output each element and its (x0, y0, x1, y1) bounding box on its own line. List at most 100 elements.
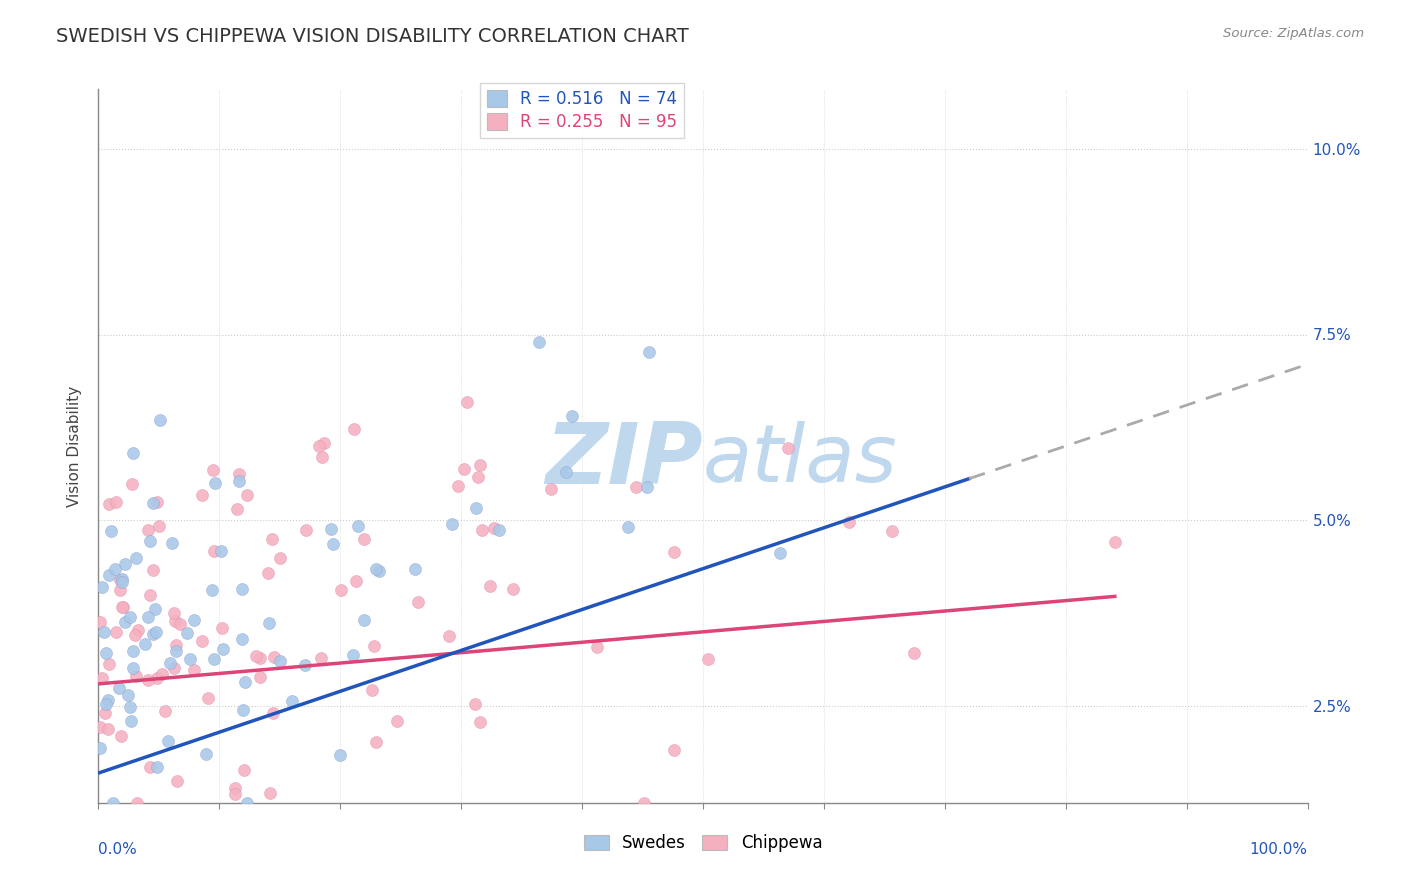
Point (118, 610, 141, 624)
Point (231, 582, 253, 596)
Point (166, 774, 188, 789)
Point (470, 458, 492, 473)
Point (294, 657, 316, 672)
Point (447, 479, 470, 493)
Point (146, 494, 169, 508)
Point (309, 651, 332, 665)
Point (344, 574, 367, 588)
Point (260, 532, 283, 546)
Point (165, 644, 187, 658)
Point (353, 532, 375, 546)
Point (209, 544, 232, 558)
Point (160, 536, 183, 550)
Point (165, 614, 187, 628)
Point (225, 501, 247, 516)
Point (153, 704, 176, 718)
Point (308, 439, 330, 453)
Point (110, 729, 132, 743)
Point (363, 640, 385, 654)
Point (224, 780, 246, 795)
Point (228, 474, 250, 488)
Point (163, 607, 186, 621)
Point (585, 640, 607, 655)
Point (159, 656, 181, 670)
Point (281, 694, 304, 708)
Point (105, 495, 128, 509)
Point (540, 482, 562, 496)
Point (262, 706, 284, 720)
Point (353, 613, 375, 627)
Point (467, 470, 489, 484)
Point (488, 523, 510, 537)
Point (202, 544, 225, 558)
Point (127, 796, 149, 810)
Point (561, 409, 583, 423)
Point (136, 609, 159, 624)
Point (105, 624, 128, 639)
Point (108, 582, 131, 597)
Point (97, 723, 120, 737)
Text: SWEDISH VS CHIPPEWA VISION DISABILITY CORRELATION CHART: SWEDISH VS CHIPPEWA VISION DISABILITY CO… (56, 27, 689, 45)
Point (439, 629, 461, 643)
Point (139, 533, 162, 548)
Point (98, 657, 121, 672)
Point (145, 671, 167, 685)
Point (122, 661, 145, 675)
Point (89, 615, 111, 629)
Point (165, 638, 187, 652)
Point (125, 669, 148, 683)
Point (122, 446, 145, 460)
Point (108, 681, 131, 696)
Point (228, 467, 250, 481)
Point (156, 734, 179, 748)
Point (263, 650, 285, 665)
Point (117, 688, 139, 702)
Point (769, 546, 792, 560)
Point (838, 515, 860, 529)
Point (176, 626, 198, 640)
Point (150, 667, 173, 681)
Point (319, 522, 342, 536)
Legend: Swedes, Chippewa: Swedes, Chippewa (576, 828, 830, 859)
Point (146, 759, 169, 773)
Point (232, 703, 254, 717)
Point (141, 495, 163, 509)
Point (183, 613, 205, 627)
Point (97, 693, 120, 707)
Point (127, 623, 149, 637)
Point (236, 796, 259, 810)
Point (903, 646, 925, 660)
Point (364, 562, 387, 576)
Point (145, 625, 167, 640)
Point (94, 646, 117, 660)
Point (638, 344, 661, 359)
Text: ZIP: ZIP (546, 418, 703, 502)
Point (311, 450, 333, 465)
Y-axis label: Vision Disability: Vision Disability (67, 385, 83, 507)
Point (224, 788, 246, 802)
Point (502, 582, 524, 596)
Point (361, 682, 384, 697)
Point (108, 573, 131, 587)
Point (269, 551, 291, 566)
Point (554, 465, 576, 479)
Text: Source: ZipAtlas.com: Source: ZipAtlas.com (1223, 27, 1364, 40)
Text: atlas: atlas (703, 421, 898, 500)
Point (387, 714, 409, 728)
Point (441, 516, 464, 531)
Point (125, 551, 148, 566)
Point (114, 615, 136, 629)
Point (101, 796, 124, 810)
Point (329, 748, 352, 763)
Point (120, 700, 142, 714)
Point (134, 637, 156, 651)
Point (343, 422, 366, 436)
Point (249, 650, 271, 665)
Point (111, 599, 134, 614)
Point (111, 572, 134, 586)
Point (312, 435, 335, 450)
Point (94, 697, 117, 711)
Point (97, 497, 120, 511)
Point (183, 663, 205, 677)
Point (696, 651, 718, 665)
